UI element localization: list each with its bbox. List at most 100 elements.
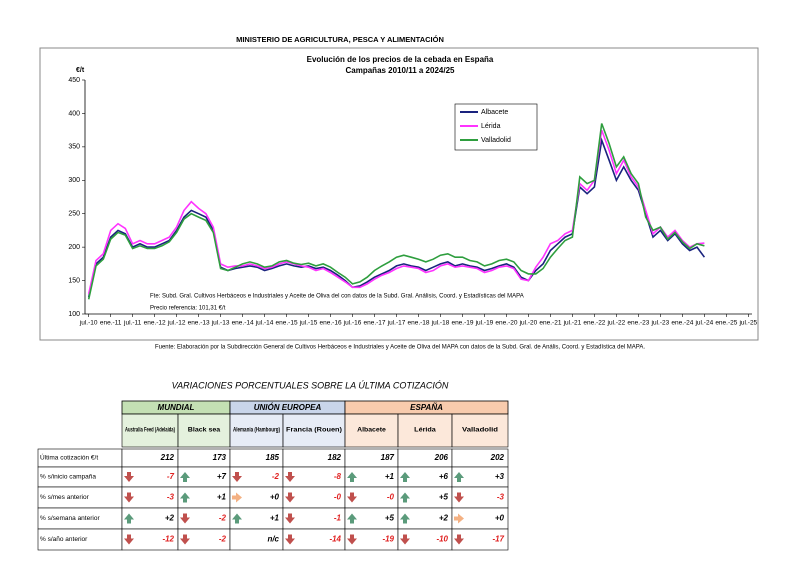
- cell-value: +5: [439, 493, 449, 502]
- cell-value: 206: [434, 453, 449, 462]
- cell-value: 185: [266, 453, 280, 462]
- arrow-down: [285, 492, 295, 503]
- arrow-down: [285, 513, 295, 524]
- cell-value: +0: [270, 493, 280, 502]
- x-tick-label: ene.-17: [363, 320, 385, 327]
- cell-value: -2: [272, 472, 280, 481]
- x-tick-label: jul.-19: [475, 320, 494, 327]
- arrow-down: [454, 534, 464, 545]
- x-tick-label: ene.-14: [232, 320, 254, 327]
- x-tick-label: jul.-20: [519, 320, 538, 327]
- cell-value: +1: [270, 514, 280, 523]
- legend-label: Lérida: [481, 123, 501, 130]
- arrow-up: [124, 513, 134, 524]
- arrow-down: [232, 472, 242, 482]
- row-label: Última cotización €/t: [40, 453, 98, 462]
- column-label: Valladolid: [462, 427, 498, 434]
- arrow-up: [347, 472, 357, 482]
- x-tick-label: ene.-12: [144, 320, 166, 327]
- column-label: Francia (Rouen): [286, 427, 342, 434]
- x-tick-label: ene.-15: [276, 320, 298, 327]
- column-header: [229, 413, 284, 448]
- legend-label: Valladolid: [481, 137, 511, 144]
- column-label: Australia Feed (Adelaida): [125, 427, 175, 434]
- arrow-down: [124, 534, 134, 545]
- y-tick-label: 150: [68, 277, 80, 284]
- column-label: Black sea: [188, 427, 221, 434]
- x-tick-label: ene.-19: [451, 320, 473, 327]
- cell-value: -1: [334, 514, 342, 523]
- x-tick-label: jul.-21: [563, 320, 582, 327]
- arrow-up: [347, 513, 357, 524]
- cell-value: -14: [329, 535, 341, 544]
- series-line: [87, 129, 705, 295]
- cell-value: -3: [497, 493, 505, 502]
- arrow-up: [400, 472, 410, 482]
- y-tick-label: 300: [68, 177, 80, 184]
- cell-value: +1: [217, 493, 227, 502]
- arrow-down: [400, 534, 410, 545]
- cell-value: -3: [167, 493, 175, 502]
- cell-value: +2: [165, 514, 175, 523]
- row-label: % s/semana anterior: [40, 515, 100, 522]
- x-tick-label: jul.-12: [167, 320, 186, 327]
- y-tick-label: 350: [68, 144, 80, 151]
- arrow-down: [285, 472, 295, 482]
- row-label: % s/mes anterior: [40, 494, 90, 501]
- cell-value: -7: [167, 472, 175, 481]
- y-tick-label: 200: [68, 244, 80, 251]
- x-tick-label: ene.-18: [407, 320, 429, 327]
- cell-value: +6: [439, 472, 449, 481]
- cell-value: -12: [162, 535, 174, 544]
- x-tick-label: jul.-11: [123, 320, 142, 327]
- chart-subtitle: Campañas 2010/11 a 2024/25: [346, 66, 456, 75]
- x-tick-label: ene.-20: [495, 320, 517, 327]
- x-tick-label: ene.-21: [539, 320, 561, 327]
- x-tick-label: ene.-16: [320, 320, 342, 327]
- y-label: €/t: [76, 67, 85, 74]
- column-label: Albacete: [357, 427, 386, 434]
- column-header: [282, 413, 346, 448]
- note: Fte: Subd. Gral. Cultivos Herbáceos e In…: [150, 294, 524, 300]
- header: MINISTERIO DE AGRICULTURA, PESCA Y ALIME…: [236, 35, 444, 44]
- cell-value: +1: [385, 472, 395, 481]
- column-label: Lérida: [414, 427, 436, 434]
- cell-value: 212: [160, 453, 175, 462]
- cell-value: +2: [439, 514, 449, 523]
- arrow-up: [400, 492, 410, 503]
- x-tick-label: jul.-18: [431, 320, 450, 327]
- cell-value: +7: [217, 472, 227, 481]
- cell-value: -0: [387, 493, 395, 502]
- x-tick-label: jul.-16: [343, 320, 362, 327]
- x-tick-label: jul.-23: [651, 320, 670, 327]
- arrow-up: [180, 492, 190, 503]
- group-label: UNIÓN EUROPEA: [254, 403, 322, 412]
- x-tick-label: jul.-25: [738, 320, 757, 327]
- arrow-down: [285, 534, 295, 545]
- x-tick-label: ene.-11: [100, 320, 122, 327]
- x-tick-label: jul.-22: [607, 320, 626, 327]
- arrow-up: [180, 472, 190, 482]
- x-tick-label: jul.-10: [79, 320, 98, 327]
- group-label: ESPAÑA: [410, 403, 443, 412]
- arrow-right: [232, 492, 242, 503]
- column-header: [344, 413, 399, 448]
- y-tick-label: 400: [68, 110, 80, 117]
- x-tick-label: jul.-14: [255, 320, 274, 327]
- arrow-right: [454, 513, 464, 524]
- source: Fuente: Elaboración por la Subdirección …: [155, 345, 645, 351]
- cell-value: 187: [381, 453, 395, 462]
- x-tick-label: ene.-24: [671, 320, 693, 327]
- cell-value: -19: [382, 535, 394, 544]
- column-header: [397, 413, 453, 448]
- cell-value: -8: [334, 472, 342, 481]
- x-tick-label: ene.-23: [627, 320, 649, 327]
- arrow-down: [347, 534, 357, 545]
- y-tick-label: 100: [68, 311, 80, 318]
- arrow-down: [180, 513, 190, 524]
- cell-value: +3: [495, 472, 505, 481]
- series-line: [87, 123, 705, 300]
- arrow-up: [232, 513, 242, 524]
- arrow-up: [400, 513, 410, 524]
